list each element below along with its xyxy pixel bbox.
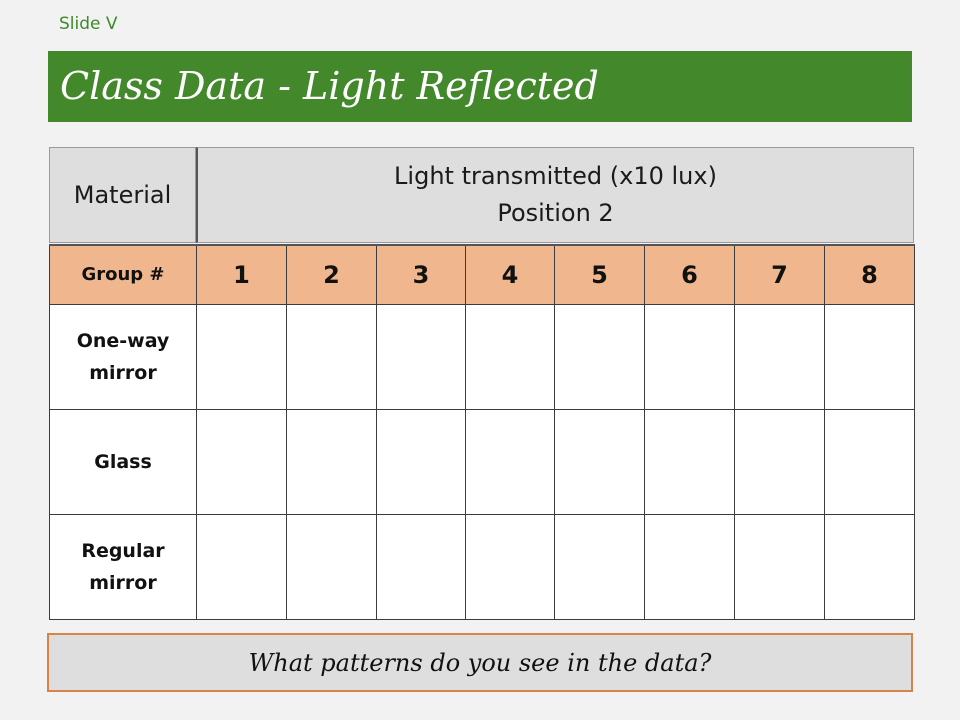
data-cell[interactable] <box>376 408 466 515</box>
header-light-line2: Position 2 <box>497 199 614 227</box>
header-light-transmitted: Light transmitted (x10 lux) Position 2 <box>196 147 914 243</box>
data-cell[interactable] <box>465 408 555 515</box>
data-cell[interactable] <box>196 408 287 515</box>
group-row: Group # 1 2 3 4 5 6 7 8 <box>49 244 915 305</box>
data-cell[interactable] <box>734 513 825 620</box>
data-cell[interactable] <box>644 303 735 410</box>
data-cell[interactable] <box>376 513 466 620</box>
row-label-line2: mirror <box>89 361 157 384</box>
group-number: 1 <box>196 244 287 305</box>
data-cell[interactable] <box>376 303 466 410</box>
row-label: Glass <box>49 408 197 515</box>
data-cell[interactable] <box>196 513 287 620</box>
group-number: 8 <box>824 244 915 305</box>
table-row-one-way-mirror: One-way mirror <box>49 303 915 410</box>
table-row-regular-mirror: Regular mirror <box>49 513 915 620</box>
row-label-line1: Glass <box>94 450 152 473</box>
group-number: 7 <box>734 244 825 305</box>
data-cell[interactable] <box>824 513 915 620</box>
slide-title: Class Data - Light Reflected <box>60 64 599 108</box>
header-material-label: Material <box>73 181 172 209</box>
header-material: Material <box>49 147 196 243</box>
data-cell[interactable] <box>734 303 825 410</box>
data-cell[interactable] <box>554 303 645 410</box>
group-number: 6 <box>644 244 735 305</box>
data-cell[interactable] <box>824 408 915 515</box>
data-cell[interactable] <box>286 513 377 620</box>
data-cell[interactable] <box>465 513 555 620</box>
data-cell[interactable] <box>644 408 735 515</box>
data-cell[interactable] <box>734 408 825 515</box>
data-cell[interactable] <box>554 513 645 620</box>
group-number: 2 <box>286 244 377 305</box>
row-label: Regular mirror <box>49 513 197 620</box>
table-row-glass: Glass <box>49 408 915 515</box>
data-cell[interactable] <box>196 303 287 410</box>
slide-label: Slide V <box>59 14 118 34</box>
group-number: 4 <box>465 244 555 305</box>
question-text: What patterns do you see in the data? <box>248 648 712 677</box>
row-label: One-way mirror <box>49 303 197 410</box>
data-cell[interactable] <box>286 303 377 410</box>
data-cell[interactable] <box>286 408 377 515</box>
question-box: What patterns do you see in the data? <box>47 633 913 692</box>
data-table: Group # 1 2 3 4 5 6 7 8 One-way mirror G… <box>49 244 915 620</box>
data-cell[interactable] <box>824 303 915 410</box>
data-cell[interactable] <box>465 303 555 410</box>
header-light-line1: Light transmitted (x10 lux) <box>394 162 717 190</box>
row-label-line1: One-way <box>76 329 170 352</box>
data-cell[interactable] <box>554 408 645 515</box>
data-cell[interactable] <box>644 513 735 620</box>
group-label: Group # <box>49 244 197 305</box>
title-bar: Class Data - Light Reflected <box>48 51 912 122</box>
group-number: 5 <box>554 244 645 305</box>
group-number: 3 <box>376 244 466 305</box>
row-label-line1: Regular <box>81 539 165 562</box>
row-label-line2: mirror <box>89 571 157 594</box>
